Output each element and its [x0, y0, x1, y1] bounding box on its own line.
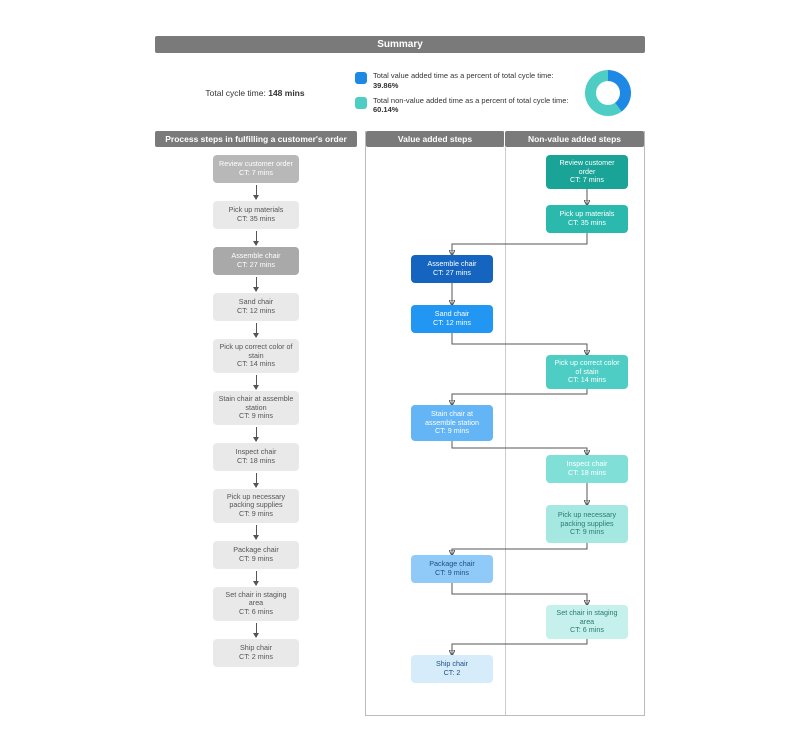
legend-swatch-nonvalue: [355, 97, 367, 109]
legend: Total value added time as a percent of t…: [355, 71, 570, 115]
legend-value-text-wrap: Total value added time as a percent of t…: [373, 71, 570, 90]
summary-header: Summary: [155, 36, 645, 53]
legend-nonvalue-text-wrap: Total non-value added time as a percent …: [373, 96, 570, 115]
donut-wrap: [570, 70, 645, 116]
left-flow: Review customer order CT: 7 mins Pick up …: [155, 147, 357, 667]
process-step: Stain chair at assemble station CT: 9 mi…: [213, 391, 299, 425]
arrow-down-icon: [256, 571, 257, 585]
legend-swatch-value: [355, 72, 367, 84]
legend-value-pct: 39.86%: [373, 81, 398, 90]
process-step: Inspect chair CT: 18 mins: [213, 443, 299, 471]
arrow-down-icon: [256, 277, 257, 291]
col-left: Process steps in fulfilling a customer's…: [155, 131, 357, 667]
value-step: Sand chair CT: 12 mins: [411, 305, 493, 333]
cycle-time: Total cycle time: 148 mins: [155, 88, 355, 98]
process-step: Pick up correct color of stain CT: 14 mi…: [213, 339, 299, 373]
col-left-header: Process steps in fulfilling a customer's…: [155, 131, 357, 147]
process-step: Sand chair CT: 12 mins: [213, 293, 299, 321]
arrow-down-icon: [256, 185, 257, 199]
legend-nonvalue-row: Total non-value added time as a percent …: [355, 96, 570, 115]
nonvalue-step: Inspect chair CT: 18 mins: [546, 455, 628, 483]
value-step: Stain chair at assemble station CT: 9 mi…: [411, 405, 493, 441]
col-right-header-nonvalue: Non-value added steps: [505, 131, 644, 147]
donut-chart: [585, 70, 631, 116]
arrow-down-icon: [256, 231, 257, 245]
process-step: Pick up necessary packing supplies CT: 9…: [213, 489, 299, 523]
nonvalue-step: Pick up materials CT: 35 mins: [546, 205, 628, 233]
arrow-down-icon: [256, 525, 257, 539]
process-step: Assemble chair CT: 27 mins: [213, 247, 299, 275]
summary-row: Total cycle time: 148 mins Total value a…: [155, 63, 645, 123]
col-right-header-value: Value added steps: [366, 131, 505, 147]
arrow-down-icon: [256, 623, 257, 637]
nonvalue-step: Set chair in staging area CT: 6 mins: [546, 605, 628, 639]
process-step: Package chair CT: 9 mins: [213, 541, 299, 569]
legend-value-text: Total value added time as a percent of t…: [373, 71, 554, 80]
arrow-down-icon: [256, 473, 257, 487]
legend-value-row: Total value added time as a percent of t…: [355, 71, 570, 90]
col-right: Value added steps Non-value added steps …: [365, 131, 645, 716]
cycle-time-label: Total cycle time:: [205, 88, 265, 98]
right-body: Review customer order CT: 7 mins Pick up …: [366, 147, 644, 715]
diagram-canvas: Summary Total cycle time: 148 mins Total…: [155, 36, 645, 716]
legend-nonvalue-pct: 60.14%: [373, 105, 398, 114]
process-step: Ship chair CT: 2 mins: [213, 639, 299, 667]
nonvalue-step: Pick up necessary packing supplies CT: 9…: [546, 505, 628, 543]
arrow-down-icon: [256, 323, 257, 337]
value-step: Ship chair CT: 2: [411, 655, 493, 683]
arrow-down-icon: [256, 375, 257, 389]
value-step: Package chair CT: 9 mins: [411, 555, 493, 583]
value-step: Assemble chair CT: 27 mins: [411, 255, 493, 283]
process-step: Review customer order CT: 7 mins: [213, 155, 299, 183]
legend-nonvalue-text: Total non-value added time as a percent …: [373, 96, 569, 105]
process-step: Set chair in staging area CT: 6 mins: [213, 587, 299, 621]
cycle-time-value: 148 mins: [268, 88, 304, 98]
process-step: Pick up materials CT: 35 mins: [213, 201, 299, 229]
nonvalue-step: Review customer order CT: 7 mins: [546, 155, 628, 189]
nonvalue-step: Pick up correct color of stain CT: 14 mi…: [546, 355, 628, 389]
arrow-down-icon: [256, 427, 257, 441]
columns: Process steps in fulfilling a customer's…: [155, 131, 645, 716]
